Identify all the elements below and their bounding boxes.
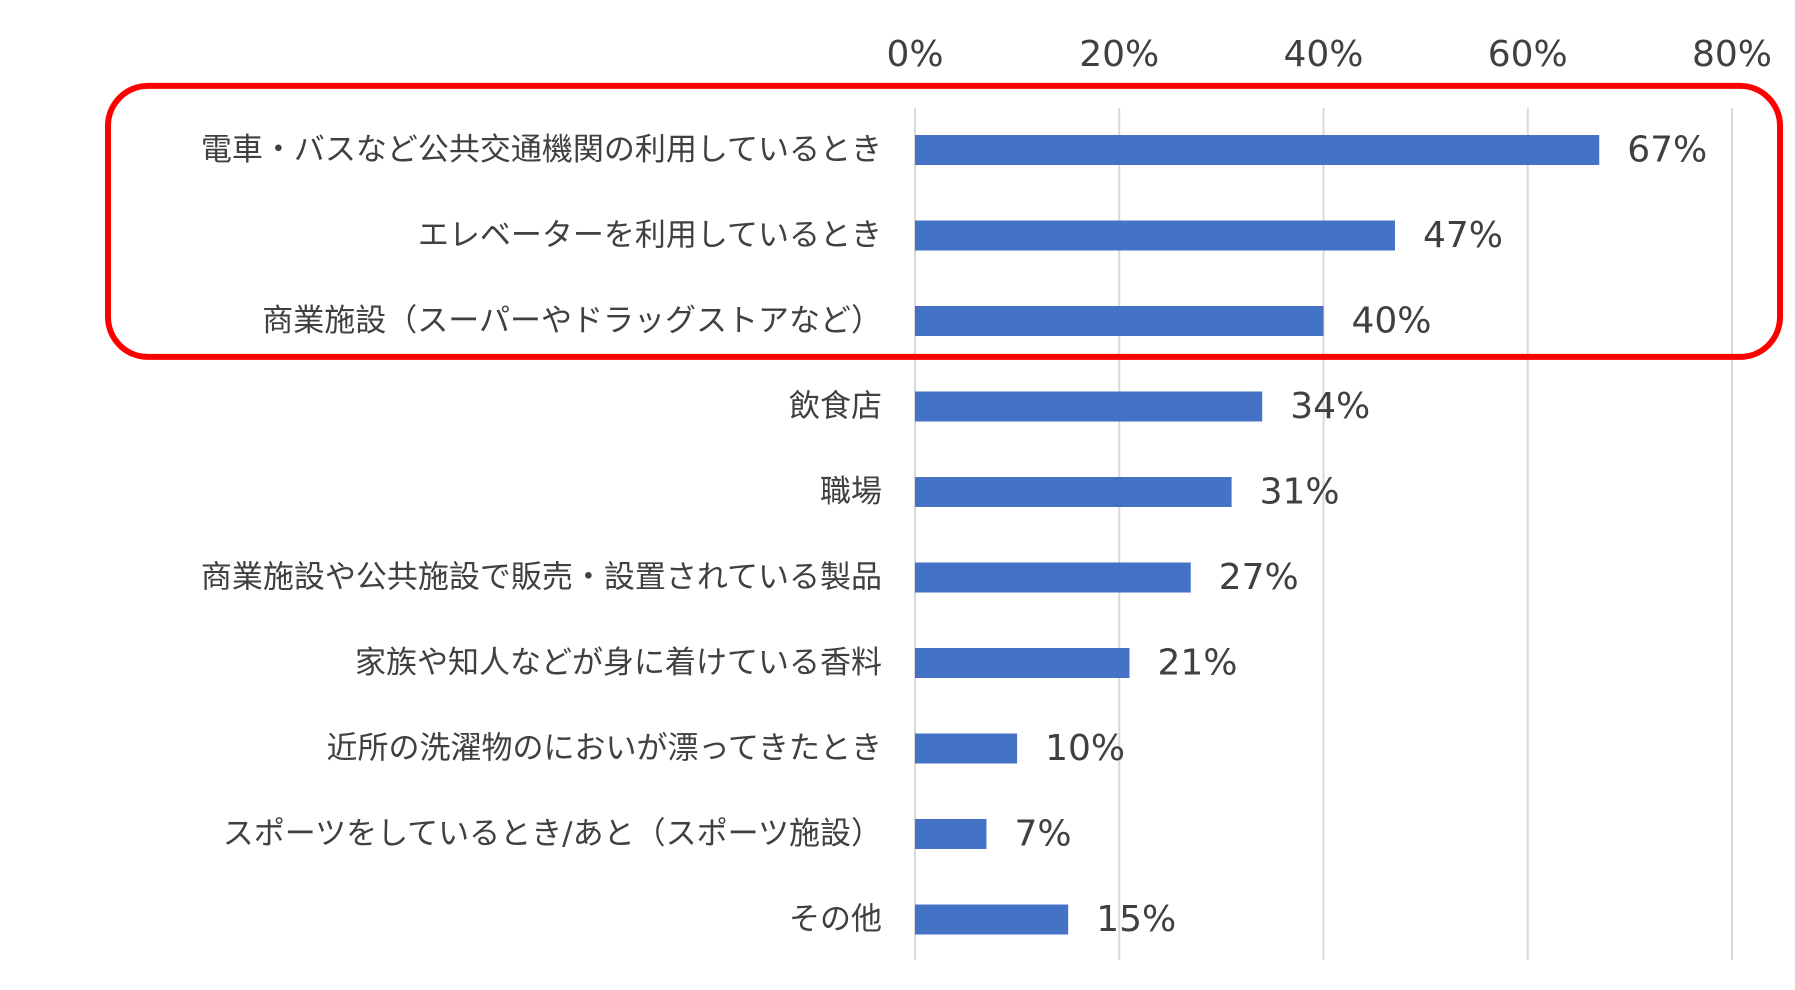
category-label: その他	[789, 902, 882, 938]
data-label: 67%	[1627, 130, 1707, 171]
data-label: 15%	[1096, 899, 1176, 940]
bar	[915, 562, 1191, 593]
data-label: 21%	[1157, 643, 1237, 684]
x-axis-ticks: 0% 20% 40% 60% 80%	[886, 34, 1772, 75]
bar	[915, 477, 1232, 507]
category-label: 飲食店	[789, 389, 882, 425]
category-label: エレベーターを利用しているとき	[418, 218, 882, 254]
category-label: 商業施設や公共施設で販売・設置されている製品	[201, 560, 882, 596]
data-label: 47%	[1423, 215, 1503, 256]
x-tick-label: 0%	[886, 34, 943, 75]
data-label: 27%	[1219, 557, 1299, 598]
data-label: 31%	[1260, 472, 1340, 513]
category-label: 職場	[820, 474, 882, 510]
data-label: 7%	[1014, 814, 1071, 855]
bar	[915, 306, 1324, 336]
bar	[915, 904, 1069, 935]
category-labels: 電車・バスなど公共交通機関の利用しているときエレベーターを利用しているとき商業施…	[201, 132, 882, 938]
category-label: 商業施設（スーパーやドラッグストアなど）	[262, 303, 882, 339]
bar	[915, 135, 1600, 165]
category-label: 電車・バスなど公共交通機関の利用しているとき	[201, 132, 882, 168]
data-label: 10%	[1045, 728, 1125, 769]
bar	[915, 391, 1263, 422]
x-tick-label: 20%	[1079, 34, 1159, 75]
category-label: スポーツをしているとき/あと（スポーツ施設）	[223, 816, 882, 852]
value-labels: 67% 47% 40% 34% 31% 27% 21% 10% 7% 15%	[1014, 130, 1707, 941]
x-tick-label: 80%	[1692, 34, 1772, 75]
category-label: 近所の洗濯物のにおいが漂ってきたとき	[326, 731, 882, 767]
data-label: 34%	[1290, 386, 1370, 427]
highlight-box-layer	[105, 82, 1783, 360]
bars	[915, 135, 1600, 935]
data-label: 40%	[1352, 301, 1432, 342]
category-label: 家族や知人などが身に着けている香料	[355, 645, 882, 681]
bar	[915, 733, 1018, 764]
x-tick-label: 60%	[1488, 34, 1568, 75]
x-tick-label: 40%	[1283, 34, 1363, 75]
bar	[915, 819, 987, 849]
highlight-box	[105, 82, 1783, 360]
bar	[915, 220, 1395, 251]
bar	[915, 648, 1130, 678]
